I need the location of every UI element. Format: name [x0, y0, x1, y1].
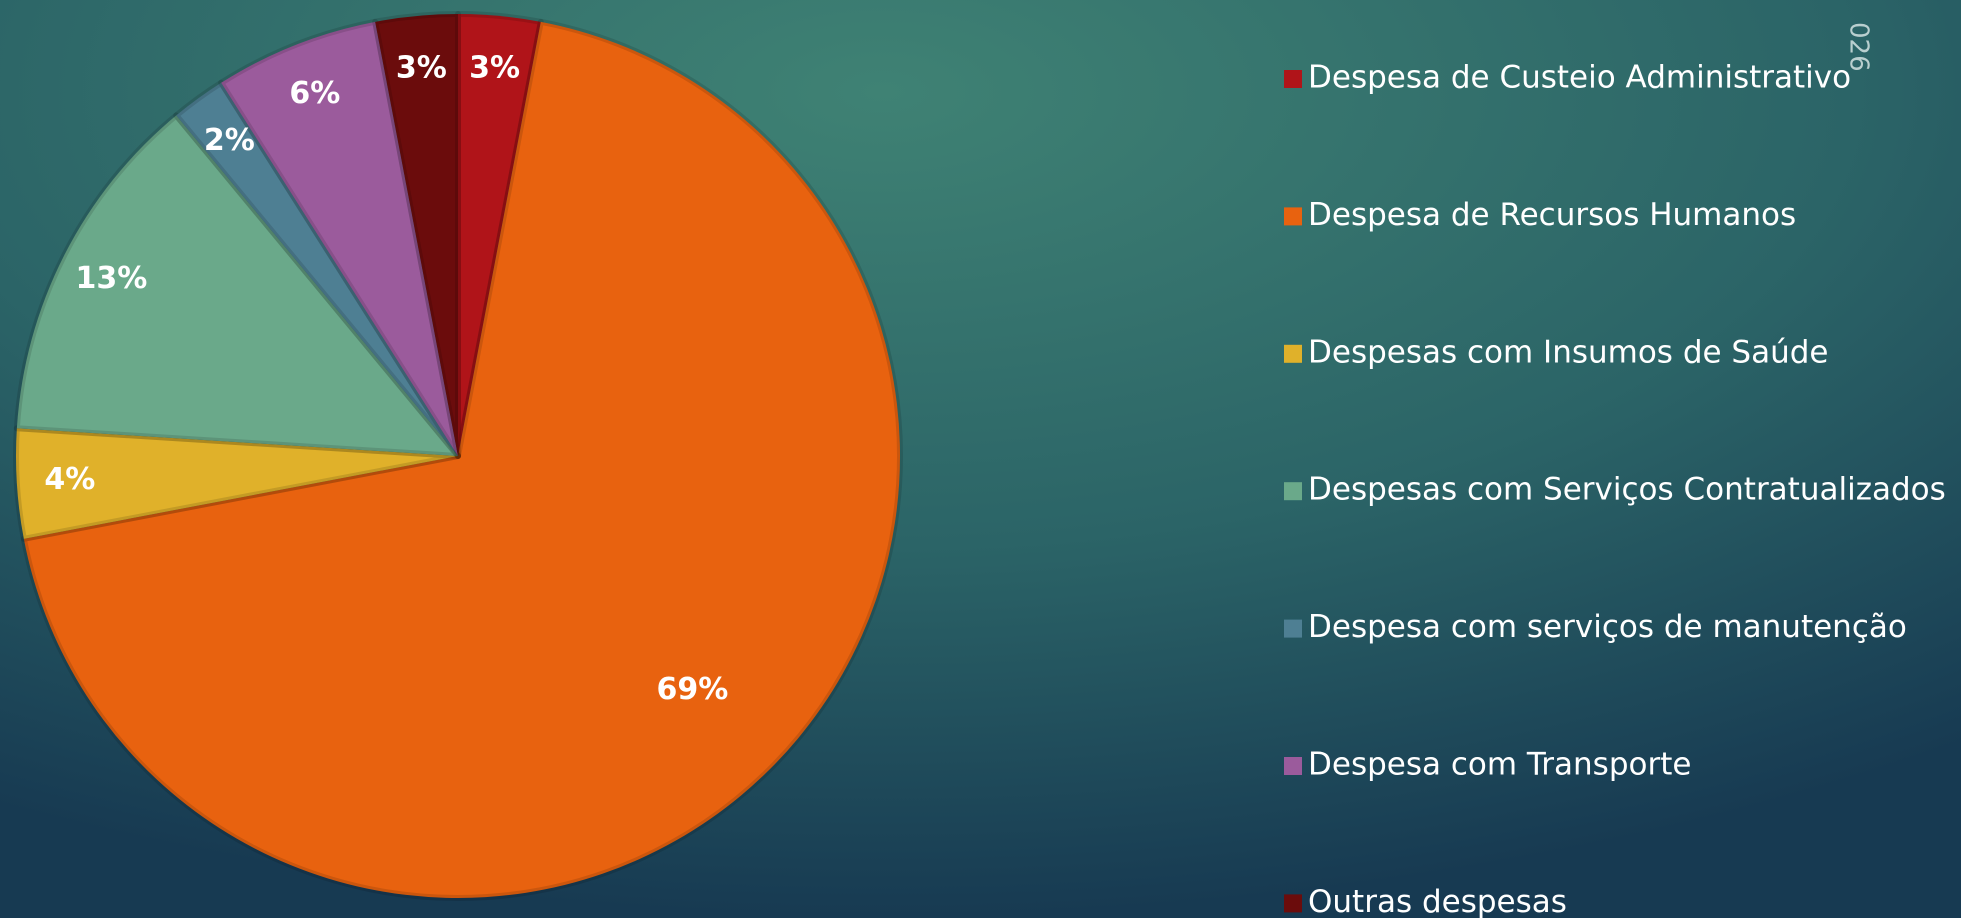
legend-swatch	[1284, 482, 1302, 501]
legend-label: Despesa com serviços de manutenção	[1308, 609, 1907, 645]
legend-swatch	[1284, 207, 1302, 226]
pie-slice	[455, 11, 544, 459]
pie-slice	[372, 11, 461, 459]
legend-swatch	[1284, 619, 1302, 638]
legend-swatch	[1284, 757, 1302, 775]
pie-slice	[173, 79, 461, 459]
page-annotation: 026	[1844, 22, 1874, 72]
legend-swatch	[1284, 344, 1302, 363]
pie-slice	[13, 112, 461, 459]
legend-swatch	[1284, 70, 1302, 88]
legend-label: Despesas com Insumos de Saúde	[1308, 334, 1829, 370]
data-label: 3%	[396, 50, 447, 85]
data-label: 3%	[469, 50, 520, 85]
legend-label: Despesa de Recursos Humanos	[1308, 197, 1796, 233]
pie-slice	[20, 18, 903, 901]
data-label: 13%	[76, 261, 148, 296]
pie-slice	[13, 425, 461, 542]
legend-label: Despesa com Transporte	[1308, 747, 1691, 783]
legend-swatch	[1284, 894, 1302, 913]
data-label: 4%	[44, 462, 95, 497]
pie-slice	[218, 18, 461, 459]
legend-label: Despesas com Serviços Contratualizados	[1308, 472, 1946, 508]
legend-label: Outras despesas	[1308, 884, 1567, 918]
data-label: 69%	[656, 672, 728, 707]
data-label: 2%	[204, 123, 255, 158]
data-label: 6%	[289, 76, 340, 111]
legend-label: Despesa de Custeio Administrativo	[1308, 60, 1851, 96]
